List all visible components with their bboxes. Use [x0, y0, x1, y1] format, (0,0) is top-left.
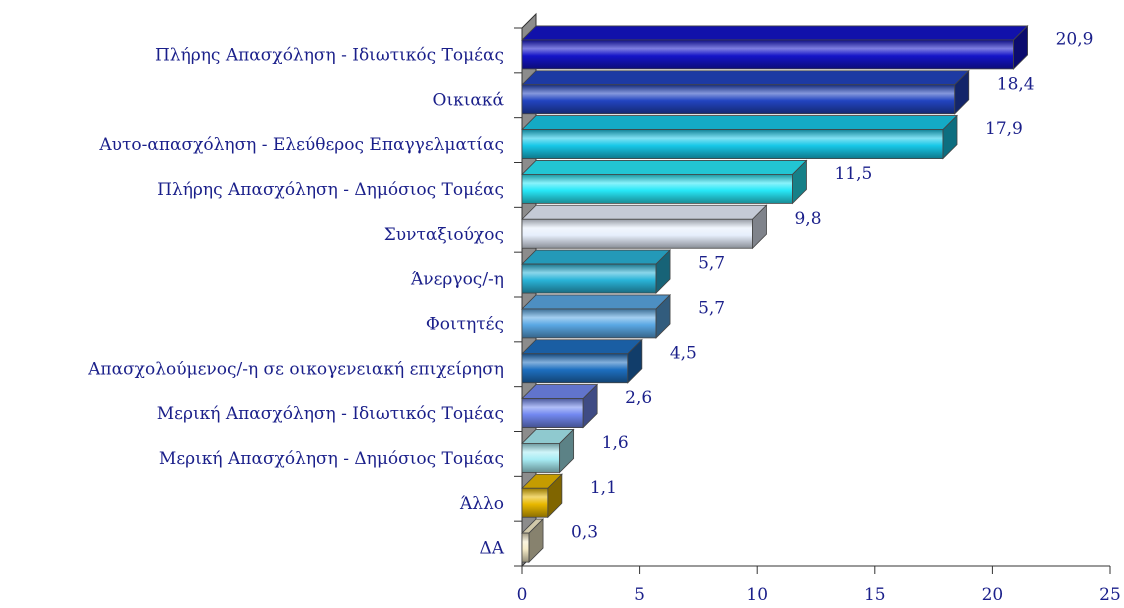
category-label: Άνεργος/-η	[410, 270, 504, 290]
bar-front-face	[522, 309, 656, 338]
value-label: 4,5	[670, 343, 697, 363]
bar	[522, 295, 670, 338]
bar	[522, 160, 806, 203]
bar-front-face	[522, 354, 628, 383]
bar-top-face	[522, 26, 1028, 40]
x-tick-label: 0	[517, 585, 528, 605]
bar-front-face	[522, 174, 792, 203]
value-label: 1,6	[602, 433, 629, 453]
bar-top-face	[522, 205, 766, 219]
category-label: Συνταξιούχος	[384, 225, 504, 245]
bar	[522, 26, 1028, 69]
bar-top-face	[522, 71, 969, 85]
x-tick-label: 20	[982, 585, 1004, 605]
bar	[522, 250, 670, 293]
category-label: ΔΑ	[479, 539, 504, 559]
bar-front-face	[522, 85, 955, 114]
category-label: Αυτο-απασχόληση - Ελεύθερος Επαγγελματία…	[98, 135, 504, 155]
bar	[522, 205, 766, 248]
category-label: Απασχολούμενος/-η σε οικογενειακή επιχεί…	[87, 359, 504, 379]
value-label: 1,1	[590, 478, 617, 498]
value-label: 11,5	[834, 164, 872, 184]
value-label: 0,3	[571, 523, 598, 543]
bar	[522, 71, 969, 114]
bar-front-face	[522, 264, 656, 293]
value-label: 5,7	[698, 254, 725, 274]
bar	[522, 116, 957, 159]
bar-front-face	[522, 399, 583, 428]
category-label: Μερική Απασχόληση - Δημόσιος Τομέας	[159, 449, 504, 469]
bar-front-face	[522, 443, 560, 472]
bar-top-face	[522, 250, 670, 264]
bar	[522, 385, 597, 428]
x-tick-label: 5	[634, 585, 645, 605]
x-tick-label: 25	[1099, 585, 1121, 605]
bar-top-face	[522, 295, 670, 309]
value-label: 2,6	[625, 388, 652, 408]
bar	[522, 429, 574, 472]
bar	[522, 340, 642, 383]
bar-top-face	[522, 340, 642, 354]
value-label: 18,4	[997, 74, 1035, 94]
bar-front-face	[522, 130, 943, 159]
bar-front-face	[522, 533, 529, 562]
bar-top-face	[522, 160, 806, 174]
category-label: Μερική Απασχόληση - Ιδιωτικός Τομέας	[157, 404, 504, 424]
x-tick-label: 15	[864, 585, 886, 605]
bar-front-face	[522, 40, 1014, 69]
category-label: Φοιτητές	[426, 314, 504, 334]
value-label: 20,9	[1056, 29, 1094, 49]
bar-front-face	[522, 219, 752, 248]
category-label: Πλήρης Απασχόληση - Ιδιωτικός Τομέας	[155, 45, 504, 65]
bar-front-face	[522, 488, 548, 517]
category-label: Πλήρης Απασχόληση - Δημόσιος Τομέας	[157, 180, 504, 200]
x-tick-label: 10	[746, 585, 768, 605]
category-label: Οικιακά	[433, 90, 505, 110]
category-label: Άλλο	[459, 494, 504, 514]
value-label: 17,9	[985, 119, 1023, 139]
bar-top-face	[522, 116, 957, 130]
value-label: 9,8	[794, 209, 821, 229]
value-label: 5,7	[698, 298, 725, 318]
category-labels: Πλήρης Απασχόληση - Ιδιωτικός Τομέας Οικι…	[87, 45, 505, 558]
